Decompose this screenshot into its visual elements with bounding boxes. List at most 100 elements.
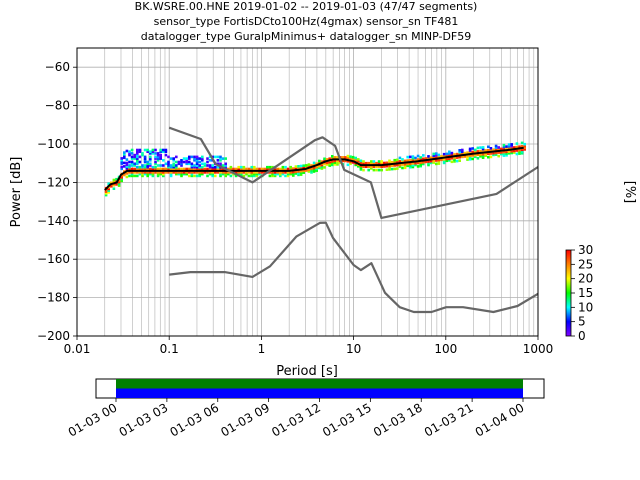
histogram-cell bbox=[188, 162, 191, 166]
histogram-cell bbox=[331, 161, 334, 165]
histogram-cell bbox=[234, 167, 238, 171]
histogram-cell bbox=[128, 171, 131, 174]
histogram-cell bbox=[312, 161, 316, 165]
histogram-cell bbox=[520, 141, 524, 145]
histogram-cell bbox=[393, 158, 396, 162]
histogram-cell bbox=[258, 171, 261, 174]
histogram-cell bbox=[471, 150, 474, 154]
histogram-cell bbox=[299, 166, 303, 169]
histogram-cell bbox=[156, 152, 160, 155]
histogram-cell bbox=[138, 167, 142, 171]
histogram-cell bbox=[481, 153, 485, 156]
histogram-cell bbox=[115, 183, 118, 186]
histogram-cell bbox=[201, 159, 204, 162]
histogram-cell bbox=[271, 165, 274, 169]
histogram-cell bbox=[156, 159, 160, 162]
histogram-cell bbox=[154, 148, 157, 152]
histogram-cell bbox=[188, 157, 191, 160]
histogram-cell bbox=[497, 146, 500, 149]
histogram-cell bbox=[325, 161, 329, 165]
histogram-cell bbox=[154, 155, 157, 159]
title-line-3: datalogger_type GuralpMinimus+ datalogge… bbox=[141, 30, 472, 43]
histogram-cell bbox=[182, 167, 186, 171]
histogram-cell bbox=[513, 151, 516, 154]
histogram-cell bbox=[507, 152, 511, 155]
histogram-cell bbox=[193, 171, 196, 174]
histogram-cell bbox=[455, 156, 459, 159]
x-axis-ticks: 0.01 0.1 1 10 100 1000 bbox=[64, 336, 553, 356]
histogram-cell bbox=[172, 167, 175, 171]
coverage-bars bbox=[116, 379, 523, 398]
histogram-cell bbox=[136, 152, 139, 155]
histogram-cell bbox=[143, 164, 147, 167]
histogram-cell bbox=[219, 171, 222, 174]
histogram-cell bbox=[266, 167, 269, 171]
histogram-cell bbox=[453, 158, 456, 161]
histogram-cell bbox=[201, 155, 204, 159]
histogram-cell bbox=[208, 172, 212, 176]
histogram-cell bbox=[325, 158, 329, 161]
histogram-cell bbox=[359, 168, 363, 171]
histogram-cell bbox=[237, 167, 240, 171]
histogram-cell bbox=[211, 165, 214, 169]
histogram-cell bbox=[320, 167, 324, 170]
histogram-cell bbox=[164, 150, 168, 153]
histogram-cell bbox=[195, 164, 199, 167]
histogram-cell bbox=[117, 182, 121, 186]
histogram-cell bbox=[489, 148, 493, 152]
histogram-cell bbox=[125, 175, 129, 179]
histogram-cell bbox=[149, 152, 152, 155]
histogram-cell bbox=[211, 172, 214, 176]
histogram-cell bbox=[367, 161, 370, 165]
histogram-cell bbox=[362, 161, 365, 165]
histogram-cell bbox=[107, 187, 110, 191]
histogram-cell bbox=[455, 152, 459, 156]
histogram-cell bbox=[123, 161, 126, 165]
histogram-cell bbox=[279, 171, 282, 174]
colorbar-tick-label: 0 bbox=[578, 329, 586, 343]
histogram-cell bbox=[276, 167, 279, 171]
histogram-cell bbox=[385, 168, 389, 171]
histogram-cell bbox=[143, 160, 147, 164]
histogram-cell bbox=[234, 174, 238, 178]
histogram-cell bbox=[203, 164, 207, 167]
histogram-cell bbox=[435, 154, 438, 157]
histogram-cell bbox=[206, 171, 209, 174]
histogram-cell bbox=[367, 165, 370, 168]
histogram-cell bbox=[159, 164, 162, 167]
histogram-cell bbox=[409, 165, 412, 169]
histogram-cell bbox=[154, 162, 157, 166]
histogram-cell bbox=[130, 162, 134, 166]
histogram-cell bbox=[268, 165, 272, 169]
histogram-cell bbox=[289, 167, 292, 171]
histogram-cell bbox=[216, 162, 220, 166]
histogram-cell bbox=[341, 159, 344, 163]
histogram-cell bbox=[474, 155, 477, 159]
histogram-cell bbox=[476, 146, 480, 150]
histogram-cell bbox=[372, 160, 376, 163]
histogram-cell bbox=[448, 157, 451, 160]
histogram-cell bbox=[240, 171, 243, 174]
histogram-cell bbox=[146, 160, 149, 164]
histogram-cell bbox=[107, 191, 110, 194]
timeline-tick-label: 01-03 21 bbox=[422, 400, 476, 439]
histogram-cell bbox=[375, 168, 378, 172]
histogram-cell bbox=[156, 174, 160, 178]
histogram-cell bbox=[185, 160, 188, 164]
histogram-cell bbox=[167, 167, 170, 171]
histogram-cell bbox=[136, 155, 139, 159]
histogram-cell bbox=[156, 157, 160, 160]
histogram-cell bbox=[466, 154, 469, 158]
histogram-cell bbox=[177, 167, 181, 171]
histogram-cell bbox=[435, 159, 438, 162]
histogram-cell bbox=[351, 161, 355, 164]
histogram-cell bbox=[377, 160, 381, 163]
histogram-cell bbox=[195, 155, 199, 159]
histogram-cell bbox=[307, 165, 311, 168]
y-tick-label: −120 bbox=[37, 175, 70, 189]
histogram-cell bbox=[487, 152, 490, 155]
histogram-cell bbox=[154, 167, 157, 171]
histogram-cell bbox=[299, 173, 303, 176]
histogram-cell bbox=[390, 167, 394, 171]
histogram-cell bbox=[299, 164, 303, 168]
